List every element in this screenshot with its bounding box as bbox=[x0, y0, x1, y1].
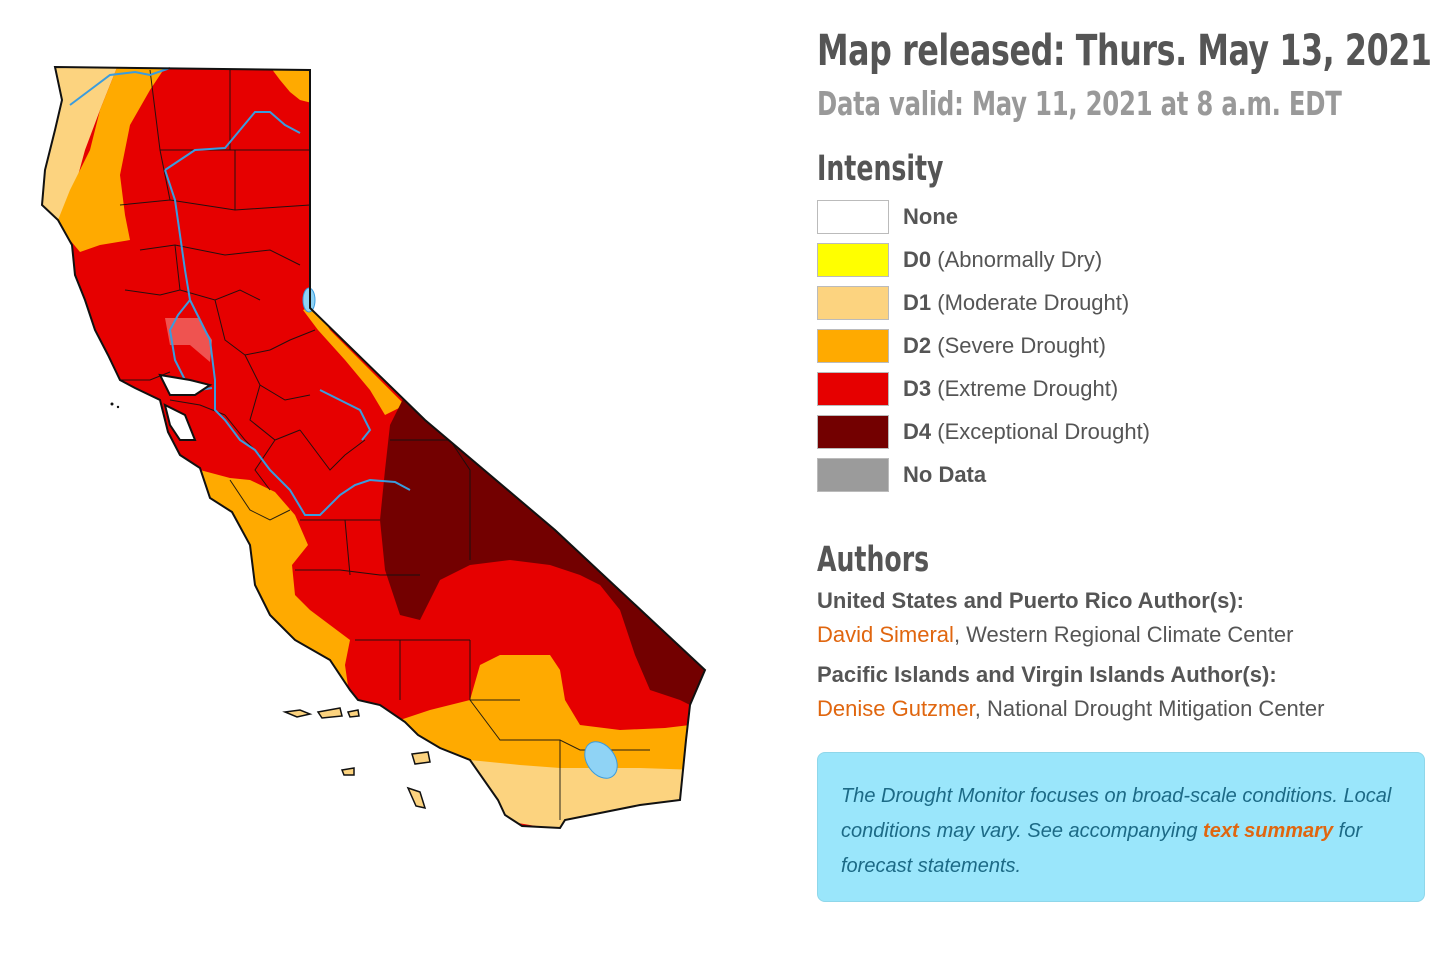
bay-area-coast bbox=[158, 373, 213, 441]
legend-swatch-d0 bbox=[817, 242, 889, 277]
legend-item-d4: D4 (Exceptional Drought) bbox=[817, 410, 1437, 453]
california-drought-map-svg bbox=[40, 65, 707, 830]
info-panel: Map released: Thurs. May 13, 2021 Data v… bbox=[817, 26, 1437, 902]
county-lines bbox=[119, 69, 650, 820]
channel-islands bbox=[282, 707, 431, 810]
disclaimer-text-end: for forecast statements. bbox=[841, 820, 1362, 877]
legend-swatch-none bbox=[817, 199, 889, 234]
d1-south-coast bbox=[470, 760, 700, 828]
state-border bbox=[40, 65, 707, 830]
d2-eastern-strip bbox=[303, 305, 405, 415]
author-group-title: United States and Puerto Rico Author(s): bbox=[817, 588, 1244, 613]
drought-map bbox=[40, 65, 707, 830]
d4-exceptional-area bbox=[380, 395, 705, 705]
farallon-island bbox=[110, 402, 114, 406]
legend-label-no-data: No Data bbox=[903, 461, 987, 487]
intensity-heading: Intensity bbox=[817, 149, 944, 189]
d2-southern-region bbox=[400, 655, 690, 775]
legend-item-no-data: No Data bbox=[817, 453, 1437, 496]
legend-swatch-d4 bbox=[817, 414, 889, 449]
salton-sea bbox=[584, 741, 618, 779]
author-group-us: United States and Puerto Rico Author(s):… bbox=[817, 588, 1437, 648]
legend-item-d0: D0 (Abnormally Dry) bbox=[817, 238, 1437, 281]
author-line: Denise Gutzmer, National Drought Mitigat… bbox=[817, 696, 1437, 722]
text-summary-link[interactable]: text summary bbox=[1203, 820, 1334, 842]
legend-label-d0: D0 (Abnormally Dry) bbox=[903, 246, 1103, 272]
author-affiliation: , National Drought Mitigation Center bbox=[974, 696, 1325, 721]
d2-northeast-corner bbox=[265, 67, 320, 105]
farallon-island-2 bbox=[116, 405, 120, 409]
legend-label-d2: D2 (Severe Drought) bbox=[903, 332, 1106, 358]
author-name-link[interactable]: Denise Gutzmer bbox=[817, 696, 975, 721]
disclaimer-text: The Drought Monitor focuses on broad-sca… bbox=[841, 785, 1392, 842]
legend-swatch-d3 bbox=[817, 371, 889, 406]
legend-label-d1: D1 (Moderate Drought) bbox=[903, 289, 1130, 315]
author-affiliation: , Western Regional Climate Center bbox=[953, 622, 1294, 647]
authors-heading: Authors bbox=[817, 540, 930, 580]
drought-categories bbox=[42, 67, 705, 828]
legend-swatch-d2 bbox=[817, 328, 889, 363]
disclaimer-box: The Drought Monitor focuses on broad-sca… bbox=[817, 752, 1425, 902]
author-line: David Simeral, Western Regional Climate … bbox=[817, 622, 1437, 648]
intensity-legend: None D0 (Abnormally Dry) D1 (Moderate Dr… bbox=[817, 195, 1437, 496]
legend-swatch-no-data bbox=[817, 457, 889, 492]
d3-patch-north-valley bbox=[165, 318, 212, 362]
data-valid-date: Data valid: May 11, 2021 at 8 a.m. EDT bbox=[817, 84, 1342, 123]
legend-item-none: None bbox=[817, 195, 1437, 238]
d2-north-coast bbox=[58, 67, 170, 252]
legend-label-d4: D4 (Exceptional Drought) bbox=[903, 418, 1151, 444]
legend-label-none: None bbox=[903, 203, 958, 229]
legend-item-d2: D2 (Severe Drought) bbox=[817, 324, 1437, 367]
author-name-link[interactable]: David Simeral bbox=[817, 622, 954, 647]
legend-label-d3: D3 (Extreme Drought) bbox=[903, 375, 1119, 401]
author-group-pacific: Pacific Islands and Virgin Islands Autho… bbox=[817, 662, 1437, 722]
map-released-date: Map released: Thurs. May 13, 2021 bbox=[817, 26, 1432, 76]
legend-item-d1: D1 (Moderate Drought) bbox=[817, 281, 1437, 324]
author-group-title: Pacific Islands and Virgin Islands Autho… bbox=[817, 662, 1277, 687]
legend-swatch-d1 bbox=[817, 285, 889, 320]
legend-item-d3: D3 (Extreme Drought) bbox=[817, 367, 1437, 410]
